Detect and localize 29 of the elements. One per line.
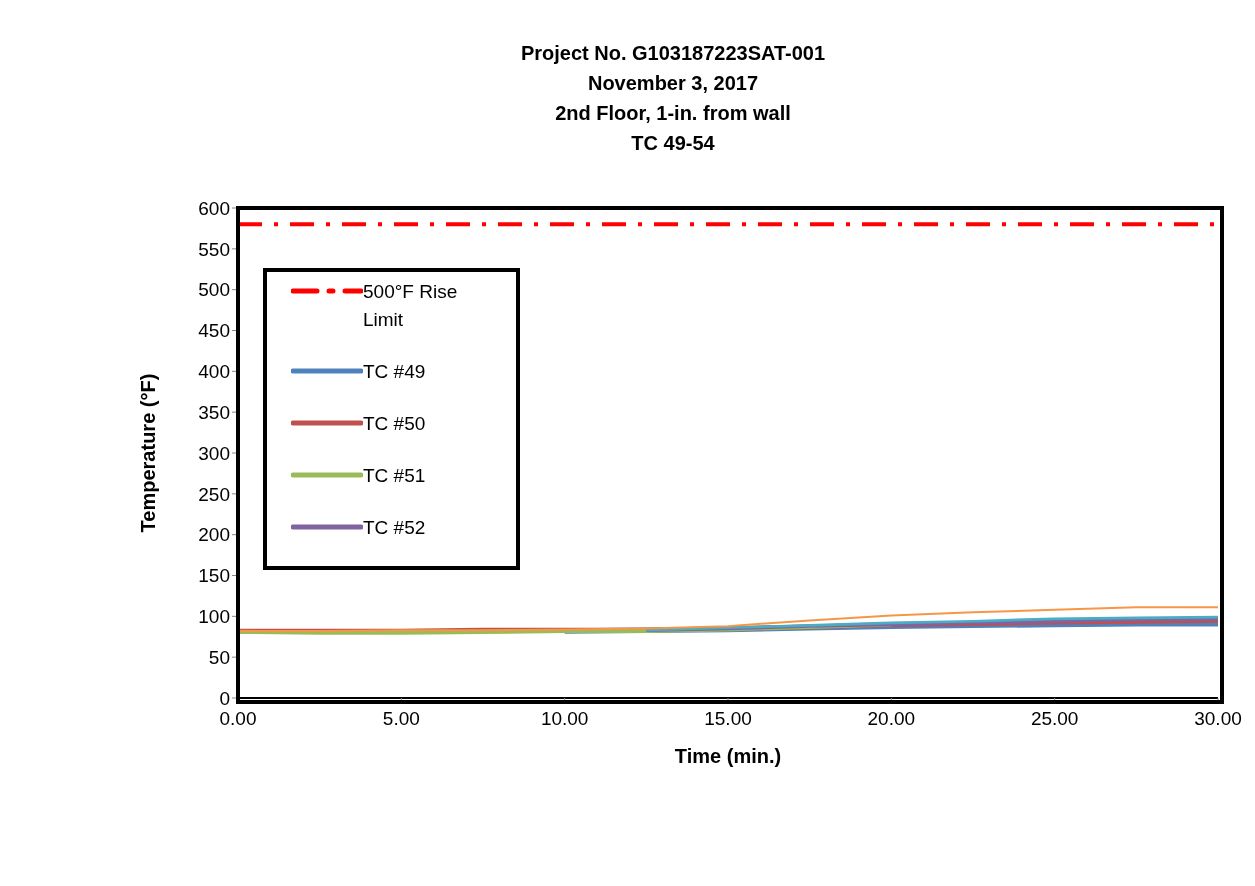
y-tick-label: 350 [198, 401, 230, 423]
y-tick-label: 200 [198, 524, 230, 546]
y-tick-label: 100 [198, 606, 230, 628]
legend-label: TC #50 [363, 412, 427, 436]
y-axis-title: Temperature (°F) [137, 373, 160, 533]
x-tick-label: 15.00 [704, 708, 752, 730]
y-tick-label: 550 [198, 238, 230, 260]
y-tick-label: 400 [198, 361, 230, 383]
y-tick-label: 300 [198, 442, 230, 464]
line-series [238, 606, 1218, 633]
x-tick-label: 0.00 [219, 708, 257, 730]
legend-label: TC #51 [363, 464, 427, 488]
x-tick-label: 20.00 [867, 708, 916, 730]
legend-label: TC #49 [363, 360, 427, 384]
legend-label: 500°F Rise Limit [363, 280, 459, 332]
y-tick-label: 50 [208, 646, 230, 668]
x-tick-label: 10.00 [540, 708, 589, 730]
x-tick-label: 30.00 [1194, 708, 1242, 730]
y-tick-label: 600 [198, 197, 230, 219]
y-tick-label: 0 [219, 687, 230, 709]
x-tick-label: 5.00 [382, 708, 420, 730]
y-tick-label: 450 [198, 320, 230, 342]
legend-label: TC #52 [363, 516, 427, 540]
y-tick-label: 250 [198, 483, 230, 505]
chart-title: Project No. G103187223SAT-001 November 3, 2017 2nd Floor, 1-in. from wall TC 49-54 [519, 41, 827, 156]
y-tick-label: 500 [198, 279, 230, 301]
y-tick-label: 150 [198, 565, 230, 587]
x-axis-title: Time (min.) [674, 745, 782, 767]
x-tick-label: 25.00 [1030, 708, 1079, 730]
